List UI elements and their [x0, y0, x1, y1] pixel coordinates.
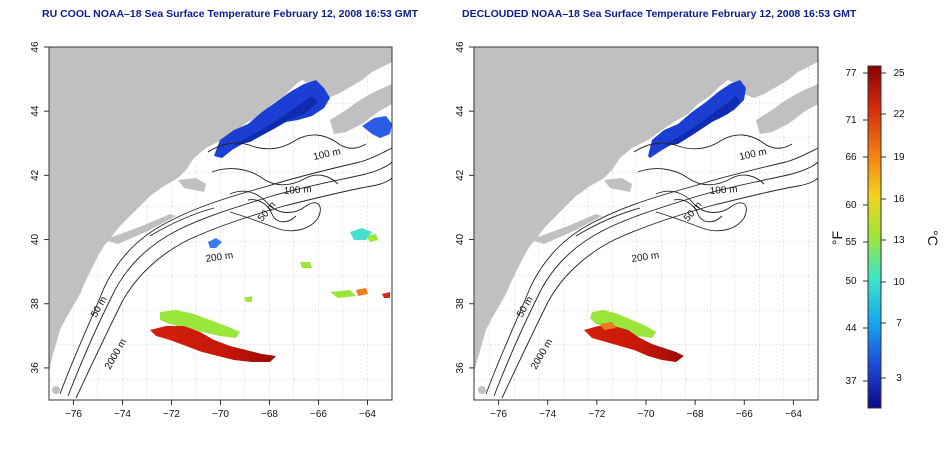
- left-y-tick-label: 36: [30, 362, 41, 374]
- colorbar-f-tick-label: 77: [845, 68, 857, 79]
- right-y-tick-label: 46: [455, 41, 466, 53]
- left-x-axis: −76 −74 −72 −70 −68 −66 −64: [65, 400, 376, 420]
- right-y-tick-label: 40: [455, 234, 466, 246]
- right-sst-warm-plume: [584, 326, 684, 362]
- right-land-nova-scotia: [756, 84, 818, 134]
- right-bathymetry-contours: [485, 134, 818, 399]
- colorbar-fahrenheit-ticks: 77 71 66 60 55 50 44 37: [845, 68, 868, 387]
- colorbar-fahrenheit-label: °F: [829, 231, 845, 245]
- right-x-tick-label: −70: [638, 409, 655, 420]
- left-sst-gulf-of-maine: [214, 80, 330, 158]
- colorbar-c-tick-label: 25: [893, 68, 905, 79]
- right-land-mainland: [474, 47, 818, 372]
- left-sst-green-band: [160, 310, 240, 338]
- left-y-axis: 36 38 40 42 44 46: [30, 41, 49, 373]
- right-y-tick-label: 42: [455, 169, 466, 181]
- left-bathymetry-contours: [59, 134, 392, 399]
- left-x-tick-label: −68: [261, 409, 278, 420]
- colorbar-f-tick-label: 44: [845, 323, 857, 334]
- left-y-tick-label: 40: [30, 234, 41, 246]
- colorbar-f-tick-label: 60: [845, 200, 857, 211]
- colorbar-c-tick-label: 19: [893, 152, 905, 163]
- colorbar-c-tick-label: 13: [893, 235, 905, 246]
- colorbar-f-tick-label: 66: [845, 152, 857, 163]
- right-map-panel: 100 m 100 m 50 m 200 m 50 m 2000 m −76 −7…: [455, 41, 819, 420]
- left-x-tick-label: −64: [359, 409, 376, 420]
- right-land-long-island: [530, 214, 602, 244]
- right-land-cape-cod: [604, 178, 632, 192]
- colorbar-c-tick-label: 22: [893, 109, 905, 120]
- left-x-tick-label: −74: [114, 409, 131, 420]
- colorbar-celsius-ticks: 25 22 19 16 13 10 7 3: [881, 68, 905, 384]
- right-sst-gulf-of-maine: [648, 80, 746, 158]
- left-y-tick-label: 46: [30, 41, 41, 53]
- left-x-tick-label: −70: [212, 409, 229, 420]
- right-sst-green-band: [590, 310, 656, 338]
- colorbar-c-tick-label: 3: [896, 373, 902, 384]
- left-x-tick-label: −72: [163, 409, 180, 420]
- colorbar-c-tick-label: 7: [896, 318, 902, 329]
- right-x-axis: −76 −74 −72 −70 −68 −66 −64: [490, 400, 802, 420]
- right-map-area: 100 m 100 m 50 m 200 m 50 m 2000 m: [474, 47, 818, 400]
- left-map-panel: 100 m 100 m 50 m 200 m 50 m 2000 m −76 −7…: [30, 41, 393, 420]
- right-y-axis: 36 38 40 42 44 46: [455, 41, 474, 373]
- right-x-tick-label: −66: [736, 409, 753, 420]
- right-y-tick-label: 44: [455, 105, 466, 117]
- right-panel-title: DECLOUDED NOAA–18 Sea Surface Temperatur…: [462, 8, 857, 20]
- left-land-mainland: [49, 47, 392, 372]
- colorbar-celsius-label: °C: [925, 230, 941, 246]
- left-contour-label: 200 m: [205, 250, 234, 265]
- colorbar-c-tick-label: 10: [893, 277, 905, 288]
- left-y-tick-label: 44: [30, 105, 41, 117]
- colorbar-c-tick-label: 16: [893, 194, 905, 205]
- right-contour-label: 100 m: [709, 184, 737, 197]
- right-contour-label: 200 m: [631, 250, 660, 265]
- colorbar-f-tick-label: 55: [845, 237, 857, 248]
- left-x-tick-label: −66: [310, 409, 327, 420]
- colorbar-f-tick-label: 71: [845, 115, 857, 126]
- temperature-colorbar: 77 71 66 60 55 50 44 37 25 22 19 16 13 10 7 3 °F °C: [829, 65, 941, 409]
- right-x-tick-label: −68: [687, 409, 704, 420]
- left-y-tick-label: 42: [30, 169, 41, 181]
- left-land-long-island: [104, 214, 176, 244]
- right-y-tick-label: 38: [455, 298, 466, 310]
- left-x-tick-label: −76: [65, 409, 82, 420]
- left-y-tick-label: 38: [30, 298, 41, 310]
- right-x-tick-label: −76: [490, 409, 507, 420]
- left-contour-label: 100 m: [283, 184, 311, 197]
- left-land-cape-cod: [178, 178, 206, 192]
- colorbar-gradient: [867, 65, 882, 409]
- colorbar-f-tick-label: 37: [845, 376, 857, 387]
- right-x-tick-label: −72: [588, 409, 605, 420]
- colorbar-f-tick-label: 50: [845, 276, 857, 287]
- left-panel-title: RU COOL NOAA–18 Sea Surface Temperature …: [42, 8, 419, 20]
- left-map-area: 100 m 100 m 50 m 200 m 50 m 2000 m: [49, 47, 392, 400]
- left-land-nova-scotia: [330, 84, 392, 134]
- right-x-tick-label: −64: [785, 409, 802, 420]
- right-y-tick-label: 36: [455, 362, 466, 374]
- right-x-tick-label: −74: [539, 409, 556, 420]
- left-sst-warm-plume: [150, 326, 276, 362]
